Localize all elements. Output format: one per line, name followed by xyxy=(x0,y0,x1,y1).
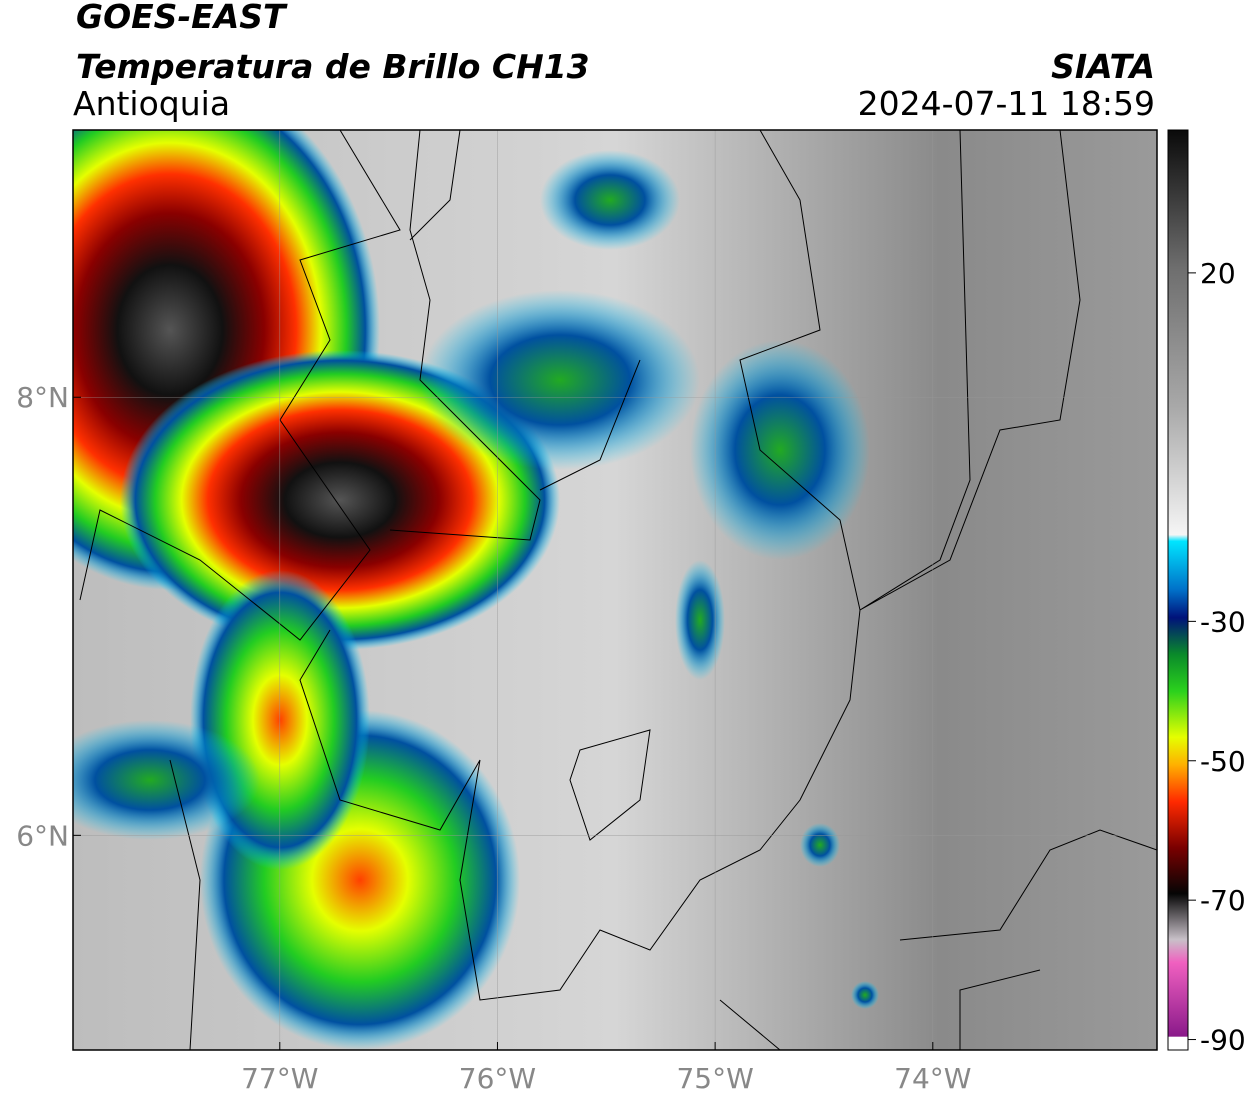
lat-tick-label: 8°N xyxy=(16,381,69,414)
colorbar-tick-label: -50 xyxy=(1200,745,1246,778)
subtitle: Temperatura de Brillo CH13 xyxy=(76,47,590,86)
lon-tick-label: 74°W xyxy=(894,1062,971,1095)
lon-tick-label: 76°W xyxy=(459,1062,536,1095)
colorbar-tick-label: -90 xyxy=(1200,1024,1246,1057)
datetime: 2024-07-11 18:59 xyxy=(858,84,1155,123)
map-image xyxy=(73,130,1157,1050)
colorbar-tick-label: 20 xyxy=(1200,257,1236,290)
colorbar-tick-label: -30 xyxy=(1200,605,1246,638)
graticule xyxy=(73,130,1157,1050)
source: SIATA xyxy=(1051,47,1155,86)
lon-tick-label: 77°W xyxy=(241,1062,318,1095)
colorbar xyxy=(1167,129,1189,1051)
lat-tick-label: 6°N xyxy=(16,819,69,852)
map-frame xyxy=(72,129,1158,1051)
region: Antioquia xyxy=(73,84,230,123)
lon-tick-label: 75°W xyxy=(676,1062,753,1095)
colorbar-tick-label: -70 xyxy=(1200,884,1246,917)
title: GOES-EAST xyxy=(76,0,288,36)
